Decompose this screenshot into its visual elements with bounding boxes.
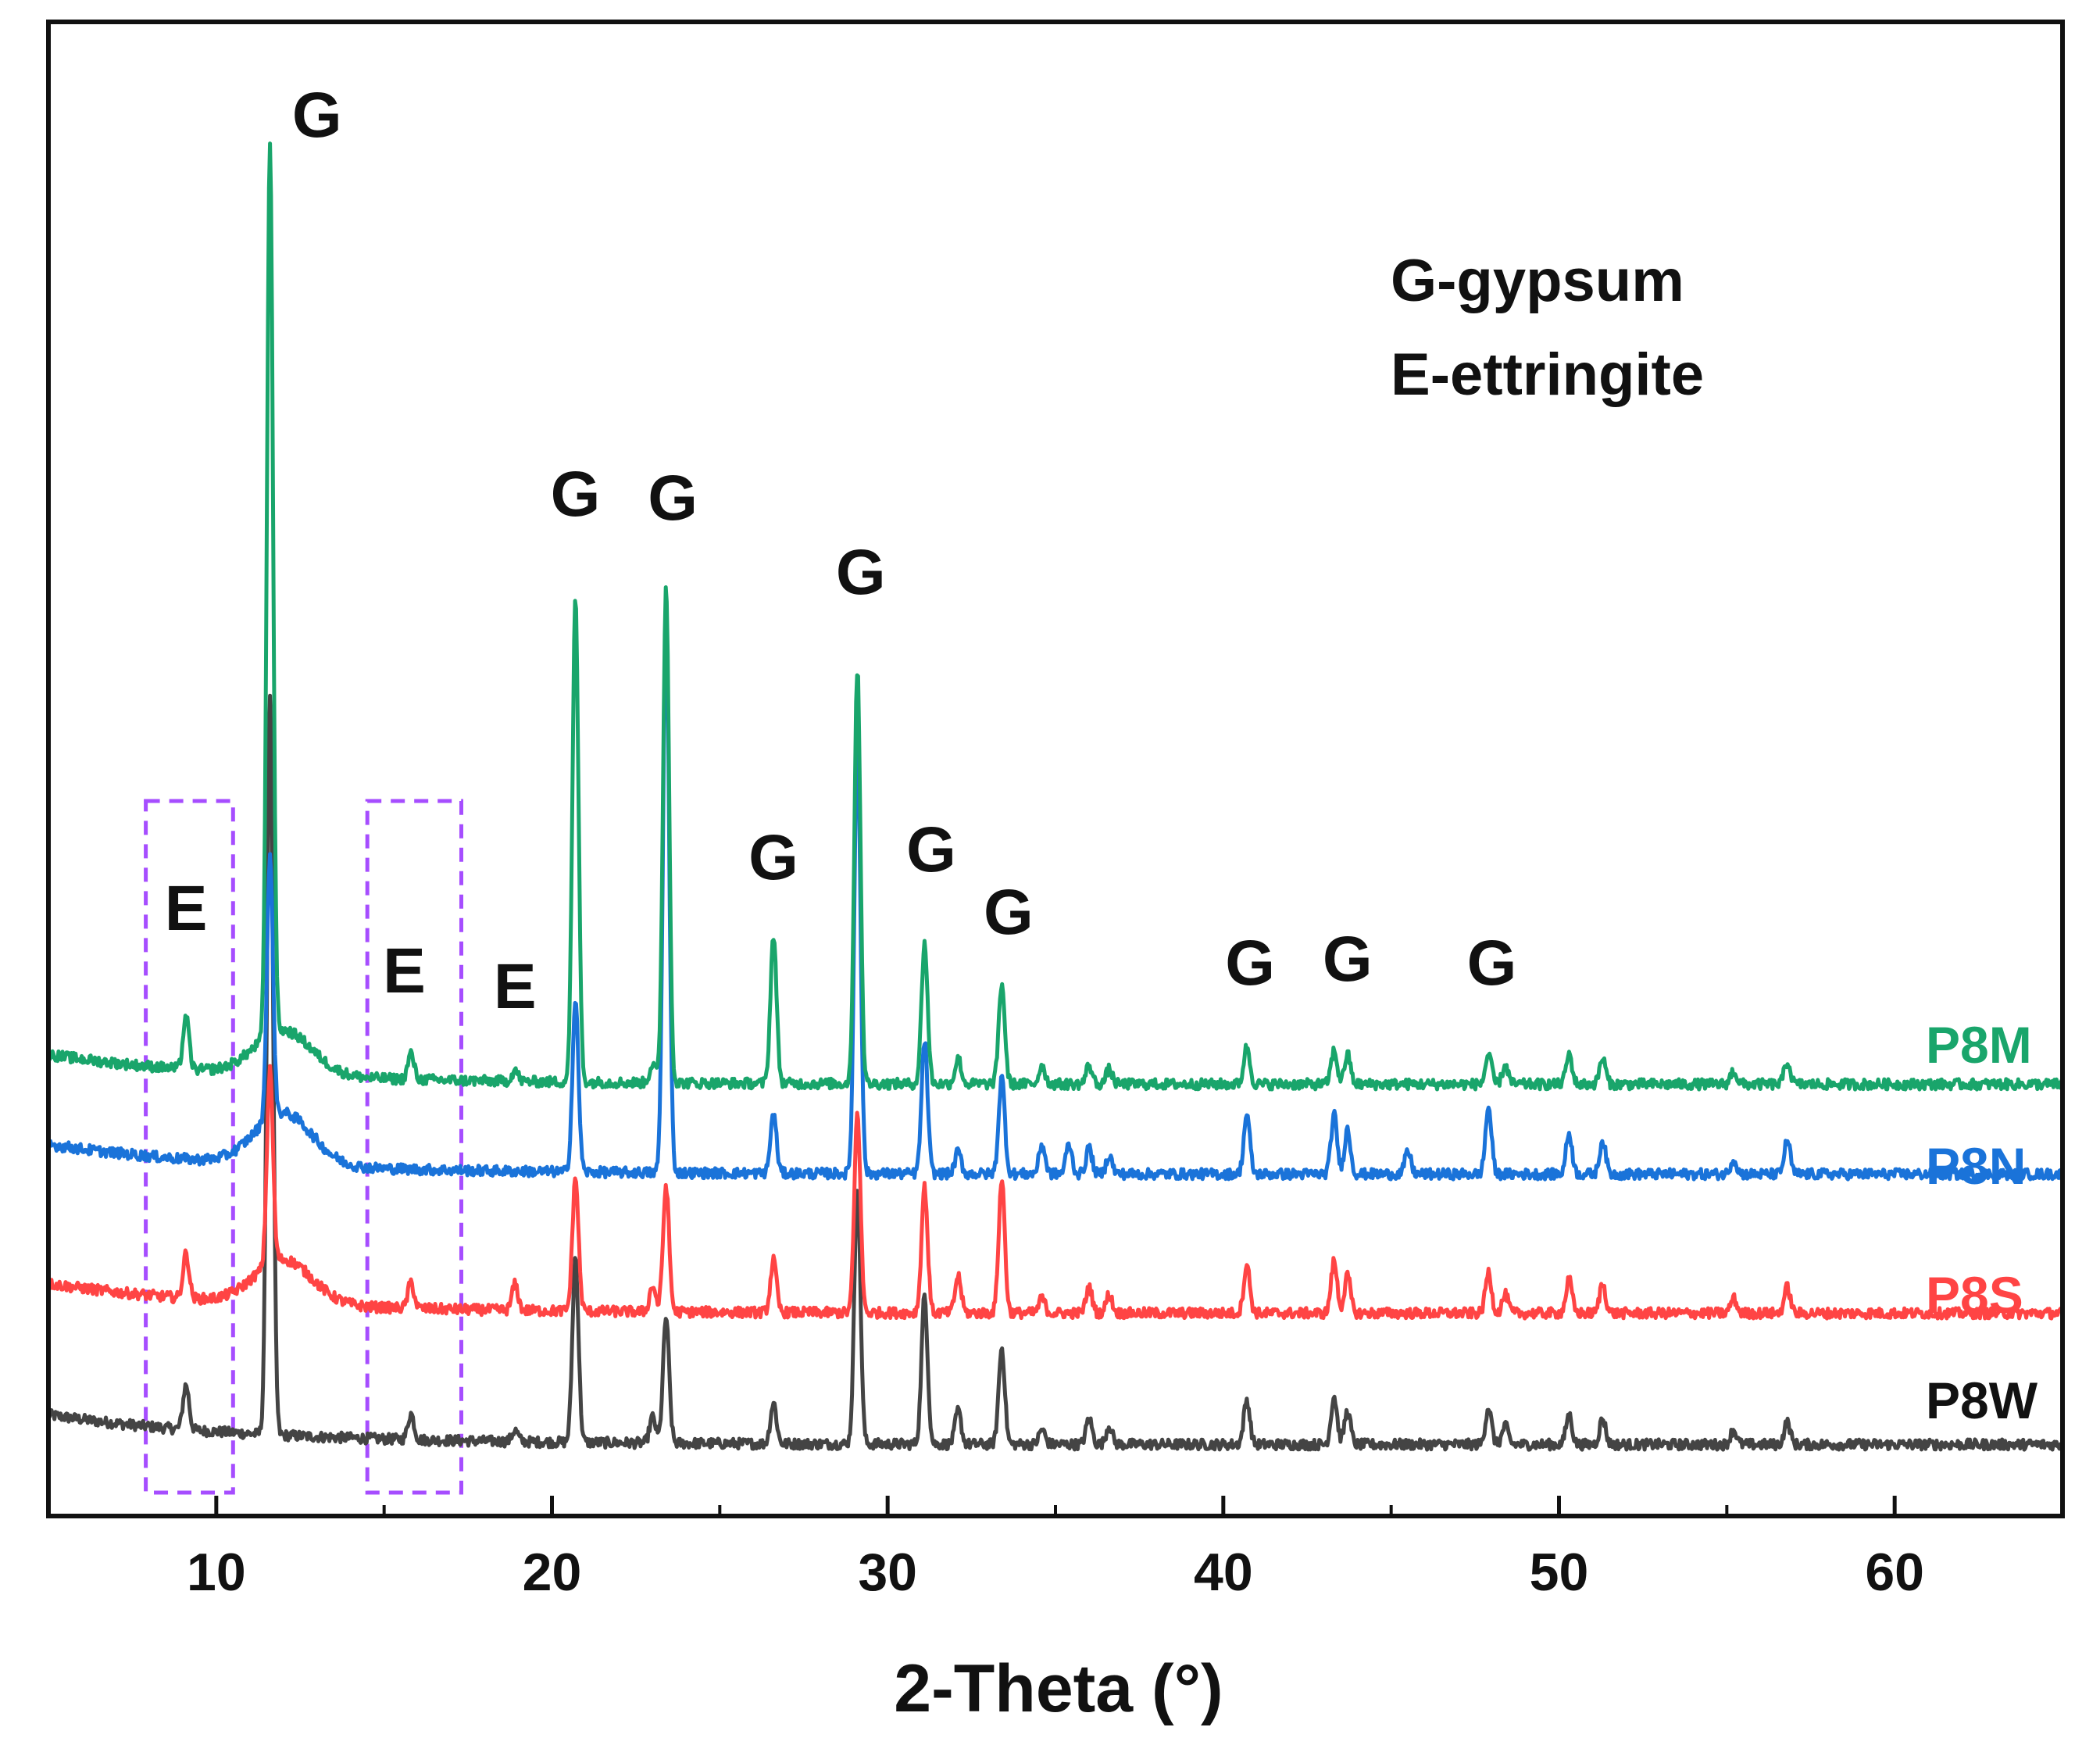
x-tick-label-40: 40 (1194, 1543, 1253, 1602)
x-axis-title: 2-Theta (°) (894, 1651, 1223, 1726)
x-tick-label-10: 10 (187, 1543, 246, 1602)
series-line-p8s (48, 1064, 2062, 1321)
series-label-p8w: P8W (1926, 1371, 2038, 1429)
peak-label-g-3: G (648, 463, 698, 534)
plot-frame (46, 20, 2065, 1518)
peak-label-g-10: G (1467, 928, 1517, 999)
axes: 10 20 30 40 50 60 (46, 20, 2065, 1602)
peak-label-g-5: G (748, 822, 798, 893)
peak-label-e-12: E (383, 935, 426, 1007)
peak-label-g-4: G (836, 537, 886, 608)
legend-line-gypsum: G-gypsum (1391, 248, 1684, 314)
legend: G-gypsum E-ettringite (1391, 248, 1704, 408)
series-group (48, 141, 2062, 1452)
x-tick-label-30: 30 (858, 1543, 917, 1602)
peak-label-g-7: G (984, 877, 1034, 948)
peak-label-g-8: G (1225, 928, 1275, 999)
peak-label-g-2: G (551, 459, 601, 530)
series-line-p8n (48, 614, 2062, 1182)
peak-label-g-1: G (292, 80, 342, 151)
highlight-box-2 (365, 799, 463, 1495)
series-line-p8m (48, 141, 2062, 1092)
series-label-p8s: P8S (1926, 1266, 2023, 1324)
legend-line-ettringite: E-ettringite (1391, 341, 1704, 408)
series-line-p8w (48, 693, 2062, 1452)
peak-label-e-11: E (165, 873, 208, 944)
peak-label-g-9: G (1323, 924, 1373, 995)
series-label-p8m: P8M (1926, 1016, 2032, 1074)
series-label-p8n: P8N (1926, 1137, 2026, 1195)
x-tick-label-50: 50 (1530, 1543, 1589, 1602)
peak-label-e-13: E (494, 951, 537, 1022)
peak-label-g-6: G (906, 814, 956, 885)
x-tick-label-20: 20 (523, 1543, 582, 1602)
x-tick-label-60: 60 (1865, 1543, 1924, 1602)
